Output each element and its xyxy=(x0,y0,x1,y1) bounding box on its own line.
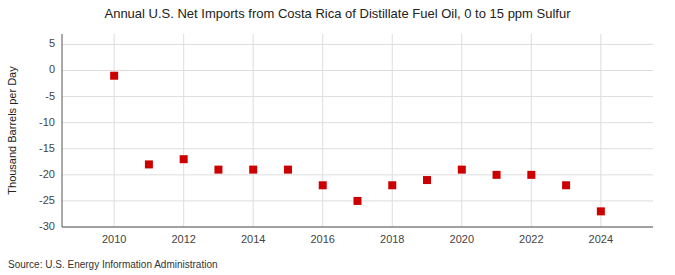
x-grid-line xyxy=(114,34,115,227)
point xyxy=(354,197,362,205)
source-note: Source: U.S. Energy Information Administ… xyxy=(8,259,218,270)
x-tick-label: 2020 xyxy=(450,233,474,245)
point xyxy=(110,72,118,80)
y-grid-line xyxy=(62,148,653,149)
x-grid-line xyxy=(392,34,393,227)
point xyxy=(458,166,466,174)
y-grid-line xyxy=(62,70,653,71)
y-grid-line xyxy=(62,174,653,175)
point xyxy=(423,176,431,184)
y-tick-label: -5 xyxy=(45,90,55,102)
y-axis-line xyxy=(62,34,63,227)
x-grid-line xyxy=(253,34,254,227)
chart-container: Annual U.S. Net Imports from Costa Rica … xyxy=(0,0,675,275)
grid xyxy=(62,34,653,227)
x-tick-label: 2014 xyxy=(241,233,265,245)
point xyxy=(284,166,292,174)
y-tick-label: 0 xyxy=(49,63,55,75)
x-grid-line xyxy=(461,34,462,227)
y-tick-label: -20 xyxy=(39,168,55,180)
point xyxy=(319,181,327,189)
x-grid-line xyxy=(183,34,184,227)
x-tick-label: 2024 xyxy=(589,233,613,245)
y-tick-label: -15 xyxy=(39,142,55,154)
y-tick-label: -25 xyxy=(39,194,55,206)
x-tick-label: 2010 xyxy=(102,233,126,245)
point xyxy=(145,160,153,168)
x-tick-label: 2018 xyxy=(380,233,404,245)
x-tick-label: 2016 xyxy=(310,233,334,245)
points xyxy=(110,72,605,216)
point xyxy=(597,207,605,215)
point xyxy=(562,181,570,189)
x-tick-label: 2012 xyxy=(171,233,195,245)
x-grid-line xyxy=(531,34,532,227)
title: Annual U.S. Net Imports from Costa Rica … xyxy=(104,6,571,21)
y-axis-label: Thousand Barrels per Day xyxy=(6,66,18,195)
x-grid-line xyxy=(322,34,323,227)
x-tick-label: 2022 xyxy=(519,233,543,245)
point xyxy=(249,166,257,174)
y-grid-line xyxy=(62,227,653,228)
y-tick-label: -10 xyxy=(39,116,55,128)
chart: Annual U.S. Net Imports from Costa Rica … xyxy=(0,0,675,275)
x-grid-line xyxy=(600,34,601,227)
point xyxy=(493,171,501,179)
y-grid-line xyxy=(62,96,653,97)
point xyxy=(388,181,396,189)
point xyxy=(214,166,222,174)
x-axis-line xyxy=(62,227,653,228)
y-tick-label: -30 xyxy=(39,220,55,232)
y-grid-line xyxy=(62,122,653,123)
point xyxy=(180,155,188,163)
y-grid-line xyxy=(62,44,653,45)
point xyxy=(527,171,535,179)
y-tick-label: 5 xyxy=(49,37,55,49)
